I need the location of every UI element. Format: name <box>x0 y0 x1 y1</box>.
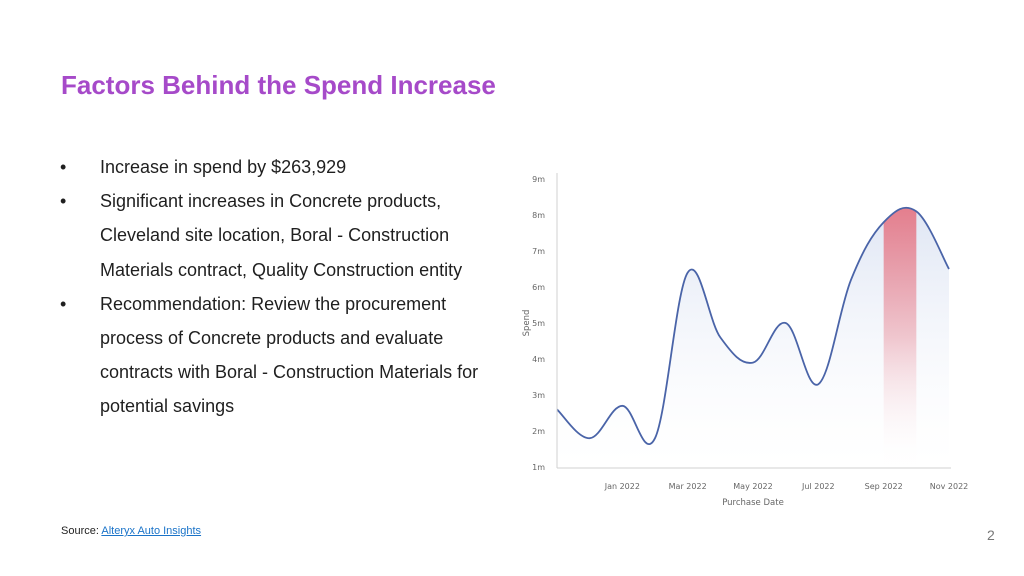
spend-line <box>556 206 950 445</box>
bullet-text: Increase in spend by $263,929 <box>100 157 347 177</box>
page-number: 2 <box>987 527 995 543</box>
bullet-item: • Significant increases in Concrete prod… <box>60 184 510 287</box>
bullet-marker: • <box>60 157 67 177</box>
bullet-text: Recommendation: Review the procurement p… <box>100 293 479 417</box>
x-tick-label: Nov 2022 <box>930 482 969 491</box>
x-tick-label: May 2022 <box>733 482 772 491</box>
x-tick-label: Jul 2022 <box>801 482 835 491</box>
x-tick-label: Sep 2022 <box>865 482 903 491</box>
spend-area-chart: 1m 2m 3m 4m 5m 6m 7m 8m 9m Jan 2022 Mar 2022 May 20… <box>522 173 969 508</box>
y-tick-label: 7m <box>532 247 545 256</box>
x-axis-title: Purchase Date <box>722 498 784 508</box>
y-tick-label: 1m <box>532 463 545 472</box>
y-tick-label: 4m <box>532 355 545 364</box>
y-tick-label: 6m <box>532 283 545 292</box>
source-note: Source: Alteryx Auto Insights <box>61 525 201 537</box>
bullet-item: • Recommendation: Review the procurement… <box>60 287 510 424</box>
y-tick-label: 8m <box>532 211 545 220</box>
highlight-band <box>883 207 917 467</box>
bullet-item: • Increase in spend by $263,929 <box>60 150 510 184</box>
y-tick-label: 2m <box>532 427 545 436</box>
x-tick-label: Mar 2022 <box>669 482 707 491</box>
y-tick-label: 3m <box>532 391 545 400</box>
bullet-marker: • <box>60 191 67 212</box>
y-axis-title: Spend <box>522 310 532 337</box>
bullet-text: Significant increases in Concrete produc… <box>100 191 463 280</box>
slide-title: Factors Behind the Spend Increase <box>61 70 496 100</box>
bullet-marker: • <box>60 293 67 314</box>
bullet-list: • Increase in spend by $263,929 • Signif… <box>60 150 510 424</box>
source-label: Source: <box>61 525 99 537</box>
source-link[interactable]: Alteryx Auto Insights <box>101 525 202 537</box>
x-tick-label: Jan 2022 <box>604 482 640 491</box>
y-tick-label: 9m <box>532 175 545 184</box>
y-tick-label: 5m <box>532 319 545 328</box>
spend-area-fill <box>557 207 949 467</box>
